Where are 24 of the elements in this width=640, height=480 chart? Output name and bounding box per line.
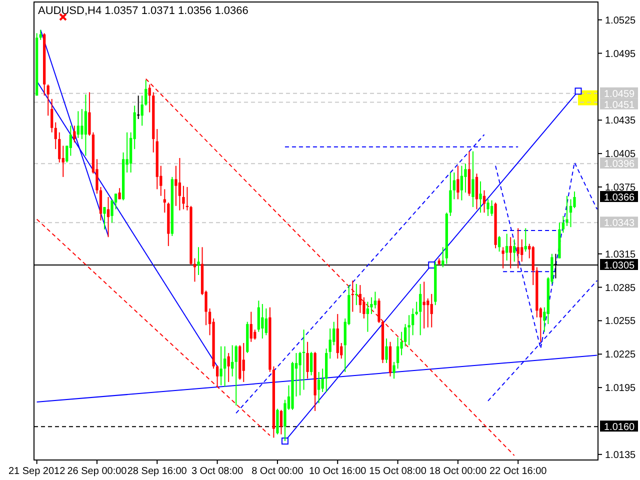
y-tick-label: 1.0225 bbox=[605, 350, 636, 361]
y-tick-label: 1.0375 bbox=[605, 182, 636, 194]
y-tick-label: 1.0135 bbox=[605, 450, 636, 461]
ref-line-label: 1.0305 bbox=[604, 260, 636, 272]
ref-line-label: 1.0160 bbox=[604, 422, 636, 434]
y-tick-label: 1.0255 bbox=[605, 316, 636, 328]
x-tick-label: 21 Sep 2012 bbox=[8, 466, 66, 477]
chart-title: AUDUSD,H4 1.0357 1.0371 1.0356 1.0366 bbox=[38, 5, 248, 17]
x-tick-label: 18 Oct 00:00 bbox=[429, 466, 488, 477]
x-tick-label: 8 Oct 00:00 bbox=[252, 466, 304, 477]
x-tick-label: 10 Oct 16:00 bbox=[308, 466, 367, 477]
y-tick-label: 1.0195 bbox=[605, 383, 636, 394]
y-tick-label: 1.0285 bbox=[605, 282, 636, 294]
x-tick-label: 22 Oct 16:00 bbox=[489, 466, 548, 477]
x-tick-label: 3 Oct 08:00 bbox=[191, 466, 244, 477]
y-tick-label: 1.0525 bbox=[605, 15, 636, 26]
y-tick-label: 1.0315 bbox=[605, 249, 636, 260]
x-tick-label: 15 Oct 08:00 bbox=[369, 466, 427, 477]
x-tick-label: 26 Sep 00:00 bbox=[67, 466, 128, 477]
y-tick-label: 1.0435 bbox=[605, 116, 636, 127]
text: 1.0366 bbox=[604, 192, 636, 204]
x-tick-label: 28 Sep 16:00 bbox=[127, 466, 188, 477]
y-tick-label: 1.0495 bbox=[605, 48, 636, 60]
y-tick-label: 1.0405 bbox=[605, 149, 636, 160]
